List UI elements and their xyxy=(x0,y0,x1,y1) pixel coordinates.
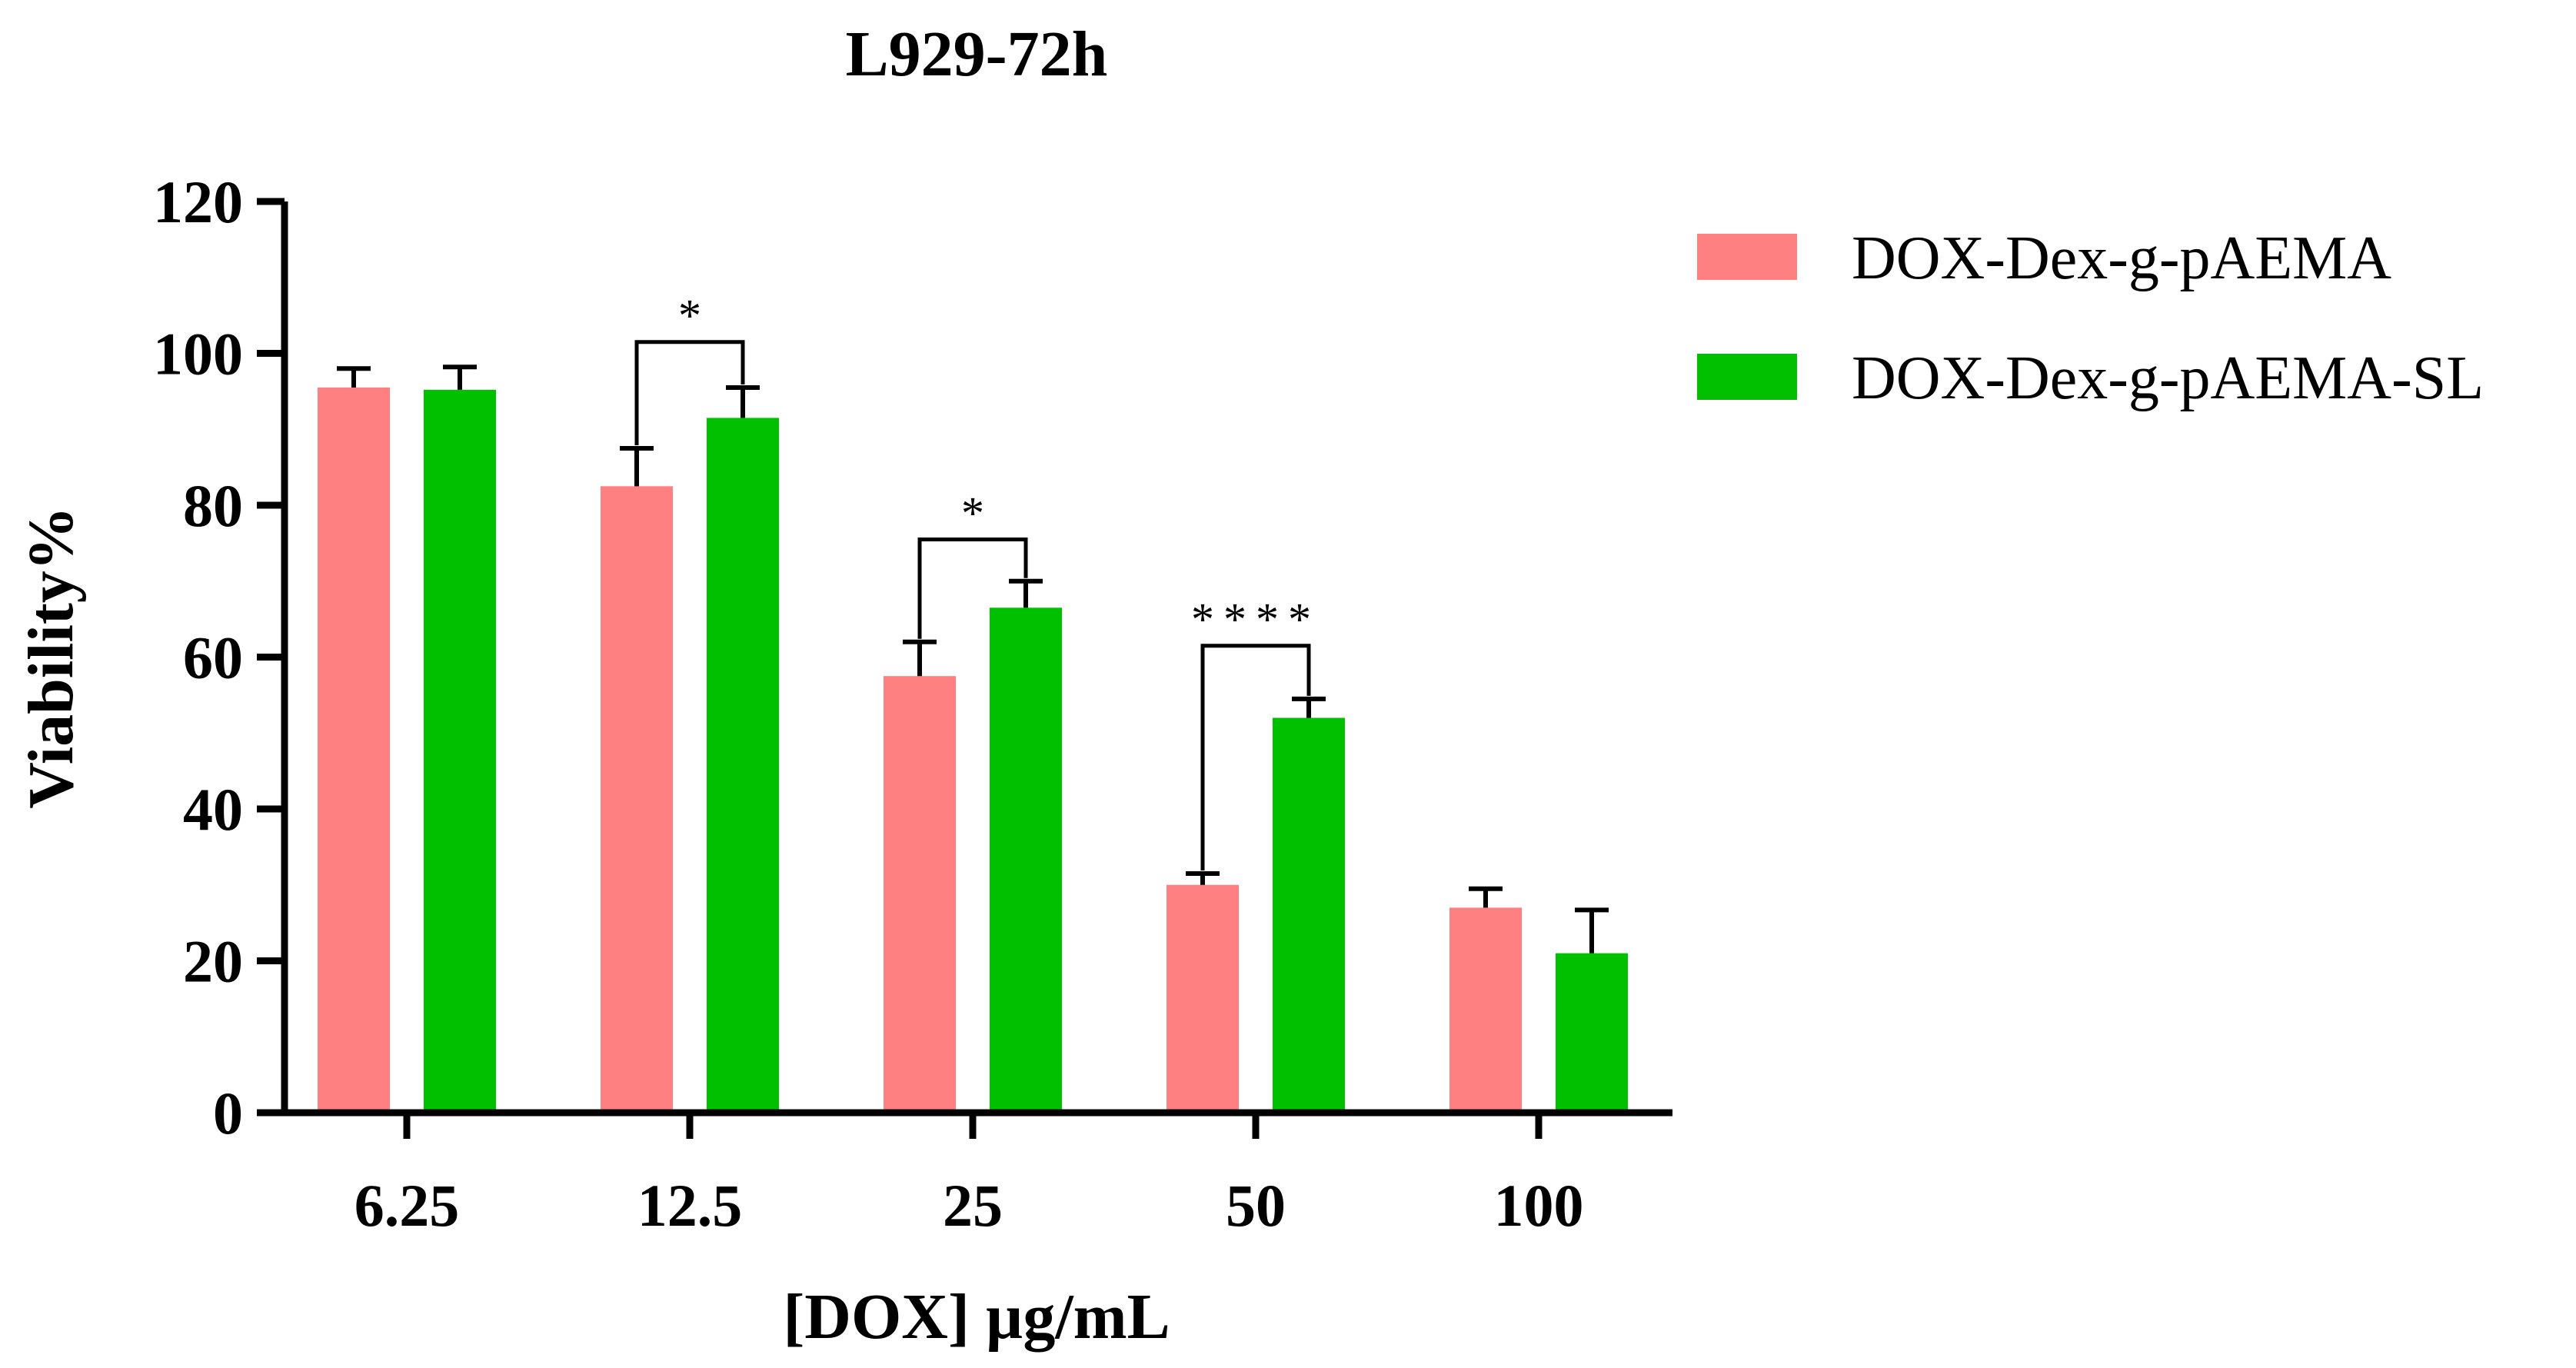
significance-bracket xyxy=(917,537,1028,639)
y-tick-label: 20 xyxy=(183,928,243,995)
bar-dox-dex-g-paema-50 xyxy=(1167,884,1239,1113)
y-tick-label: 60 xyxy=(183,624,243,691)
y-axis-label: Viability% xyxy=(15,506,87,809)
x-tick-label: 100 xyxy=(1494,1172,1584,1239)
bar-dox-dex-g-paema-6.25 xyxy=(318,387,390,1113)
bar-dox-dex-g-paema-sl-25 xyxy=(990,607,1062,1113)
bar-dox-dex-g-paema-100 xyxy=(1449,907,1522,1113)
significance-bracket xyxy=(1200,644,1311,870)
x-tick-label: 6.25 xyxy=(354,1172,460,1239)
bar-dox-dex-g-paema-sl-100 xyxy=(1556,953,1628,1113)
legend: DOX-Dex-g-pAEMA DOX-Dex-g-pAEMA-SL xyxy=(1697,225,2484,412)
bar-dox-dex-g-paema-25 xyxy=(884,676,956,1113)
legend-label: DOX-Dex-g-pAEMA xyxy=(1852,225,2391,292)
legend-swatch xyxy=(1697,354,1797,400)
y-tick-label: 0 xyxy=(213,1080,243,1147)
bar-dox-dex-g-paema-sl-6.25 xyxy=(424,389,496,1113)
bar-dox-dex-g-paema-sl-50 xyxy=(1273,717,1345,1113)
x-tick-label: 25 xyxy=(943,1172,1003,1239)
bar-dox-dex-g-paema-12.5 xyxy=(601,486,673,1113)
legend-label: DOX-Dex-g-pAEMA-SL xyxy=(1852,344,2484,412)
y-tick-label: 120 xyxy=(153,168,243,235)
y-tick-label: 40 xyxy=(183,776,243,843)
y-tick-label: 80 xyxy=(183,472,243,539)
significance-bracket xyxy=(634,340,745,445)
significance-label: * xyxy=(678,291,701,341)
chart-title: L929-72h xyxy=(846,18,1108,90)
x-tick-label: 12.5 xyxy=(637,1172,743,1239)
legend-swatch xyxy=(1697,234,1797,280)
x-axis-label: [DOX] µg/mL xyxy=(783,1281,1170,1353)
y-tick-label: 100 xyxy=(153,321,243,388)
significance-label: * xyxy=(961,488,984,538)
significance-label: **** xyxy=(1191,594,1320,645)
x-tick-label: 50 xyxy=(1226,1172,1286,1239)
bar-dox-dex-g-paema-sl-12.5 xyxy=(707,418,779,1113)
